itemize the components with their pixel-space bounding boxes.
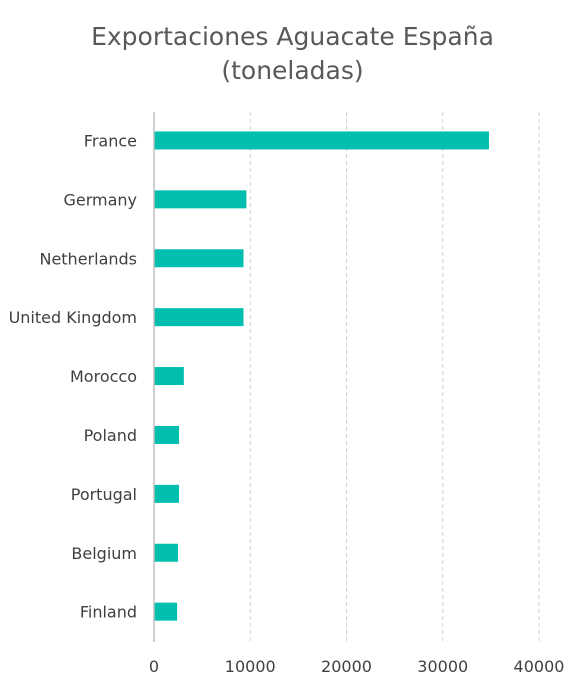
- x-tick-label: 20000: [321, 657, 372, 676]
- bar-morocco: [154, 367, 184, 386]
- bar-belgium: [154, 543, 179, 562]
- category-label: United Kingdom: [9, 308, 137, 327]
- gridlines: [249, 112, 540, 642]
- labels: France Germany Netherlands United Kingdom Mo…: [9, 131, 565, 676]
- x-tick-label: 10000: [225, 657, 276, 676]
- category-label: Netherlands: [39, 249, 137, 268]
- category-label: Belgium: [71, 544, 137, 563]
- category-label: Finland: [80, 603, 137, 622]
- category-label: Germany: [63, 190, 137, 209]
- bar-poland: [154, 425, 180, 444]
- bar-finland: [154, 602, 178, 621]
- x-tick-label: 40000: [514, 657, 565, 676]
- category-label: Poland: [84, 426, 137, 445]
- bar-portugal: [154, 484, 180, 503]
- category-label: Morocco: [70, 367, 137, 386]
- chart-title-line-1: Exportaciones Aguacate España: [91, 22, 494, 51]
- bars: [154, 131, 489, 621]
- bar-france: [154, 131, 489, 150]
- bar-germany: [154, 190, 247, 209]
- chart-title-line-2: (toneladas): [221, 56, 364, 85]
- category-label: Portugal: [71, 485, 137, 504]
- bar-netherlands: [154, 249, 244, 268]
- x-tick-label: 30000: [417, 657, 468, 676]
- bar-united-kingdom: [154, 308, 244, 327]
- x-tick-label: 0: [149, 657, 159, 676]
- category-label: France: [84, 131, 137, 150]
